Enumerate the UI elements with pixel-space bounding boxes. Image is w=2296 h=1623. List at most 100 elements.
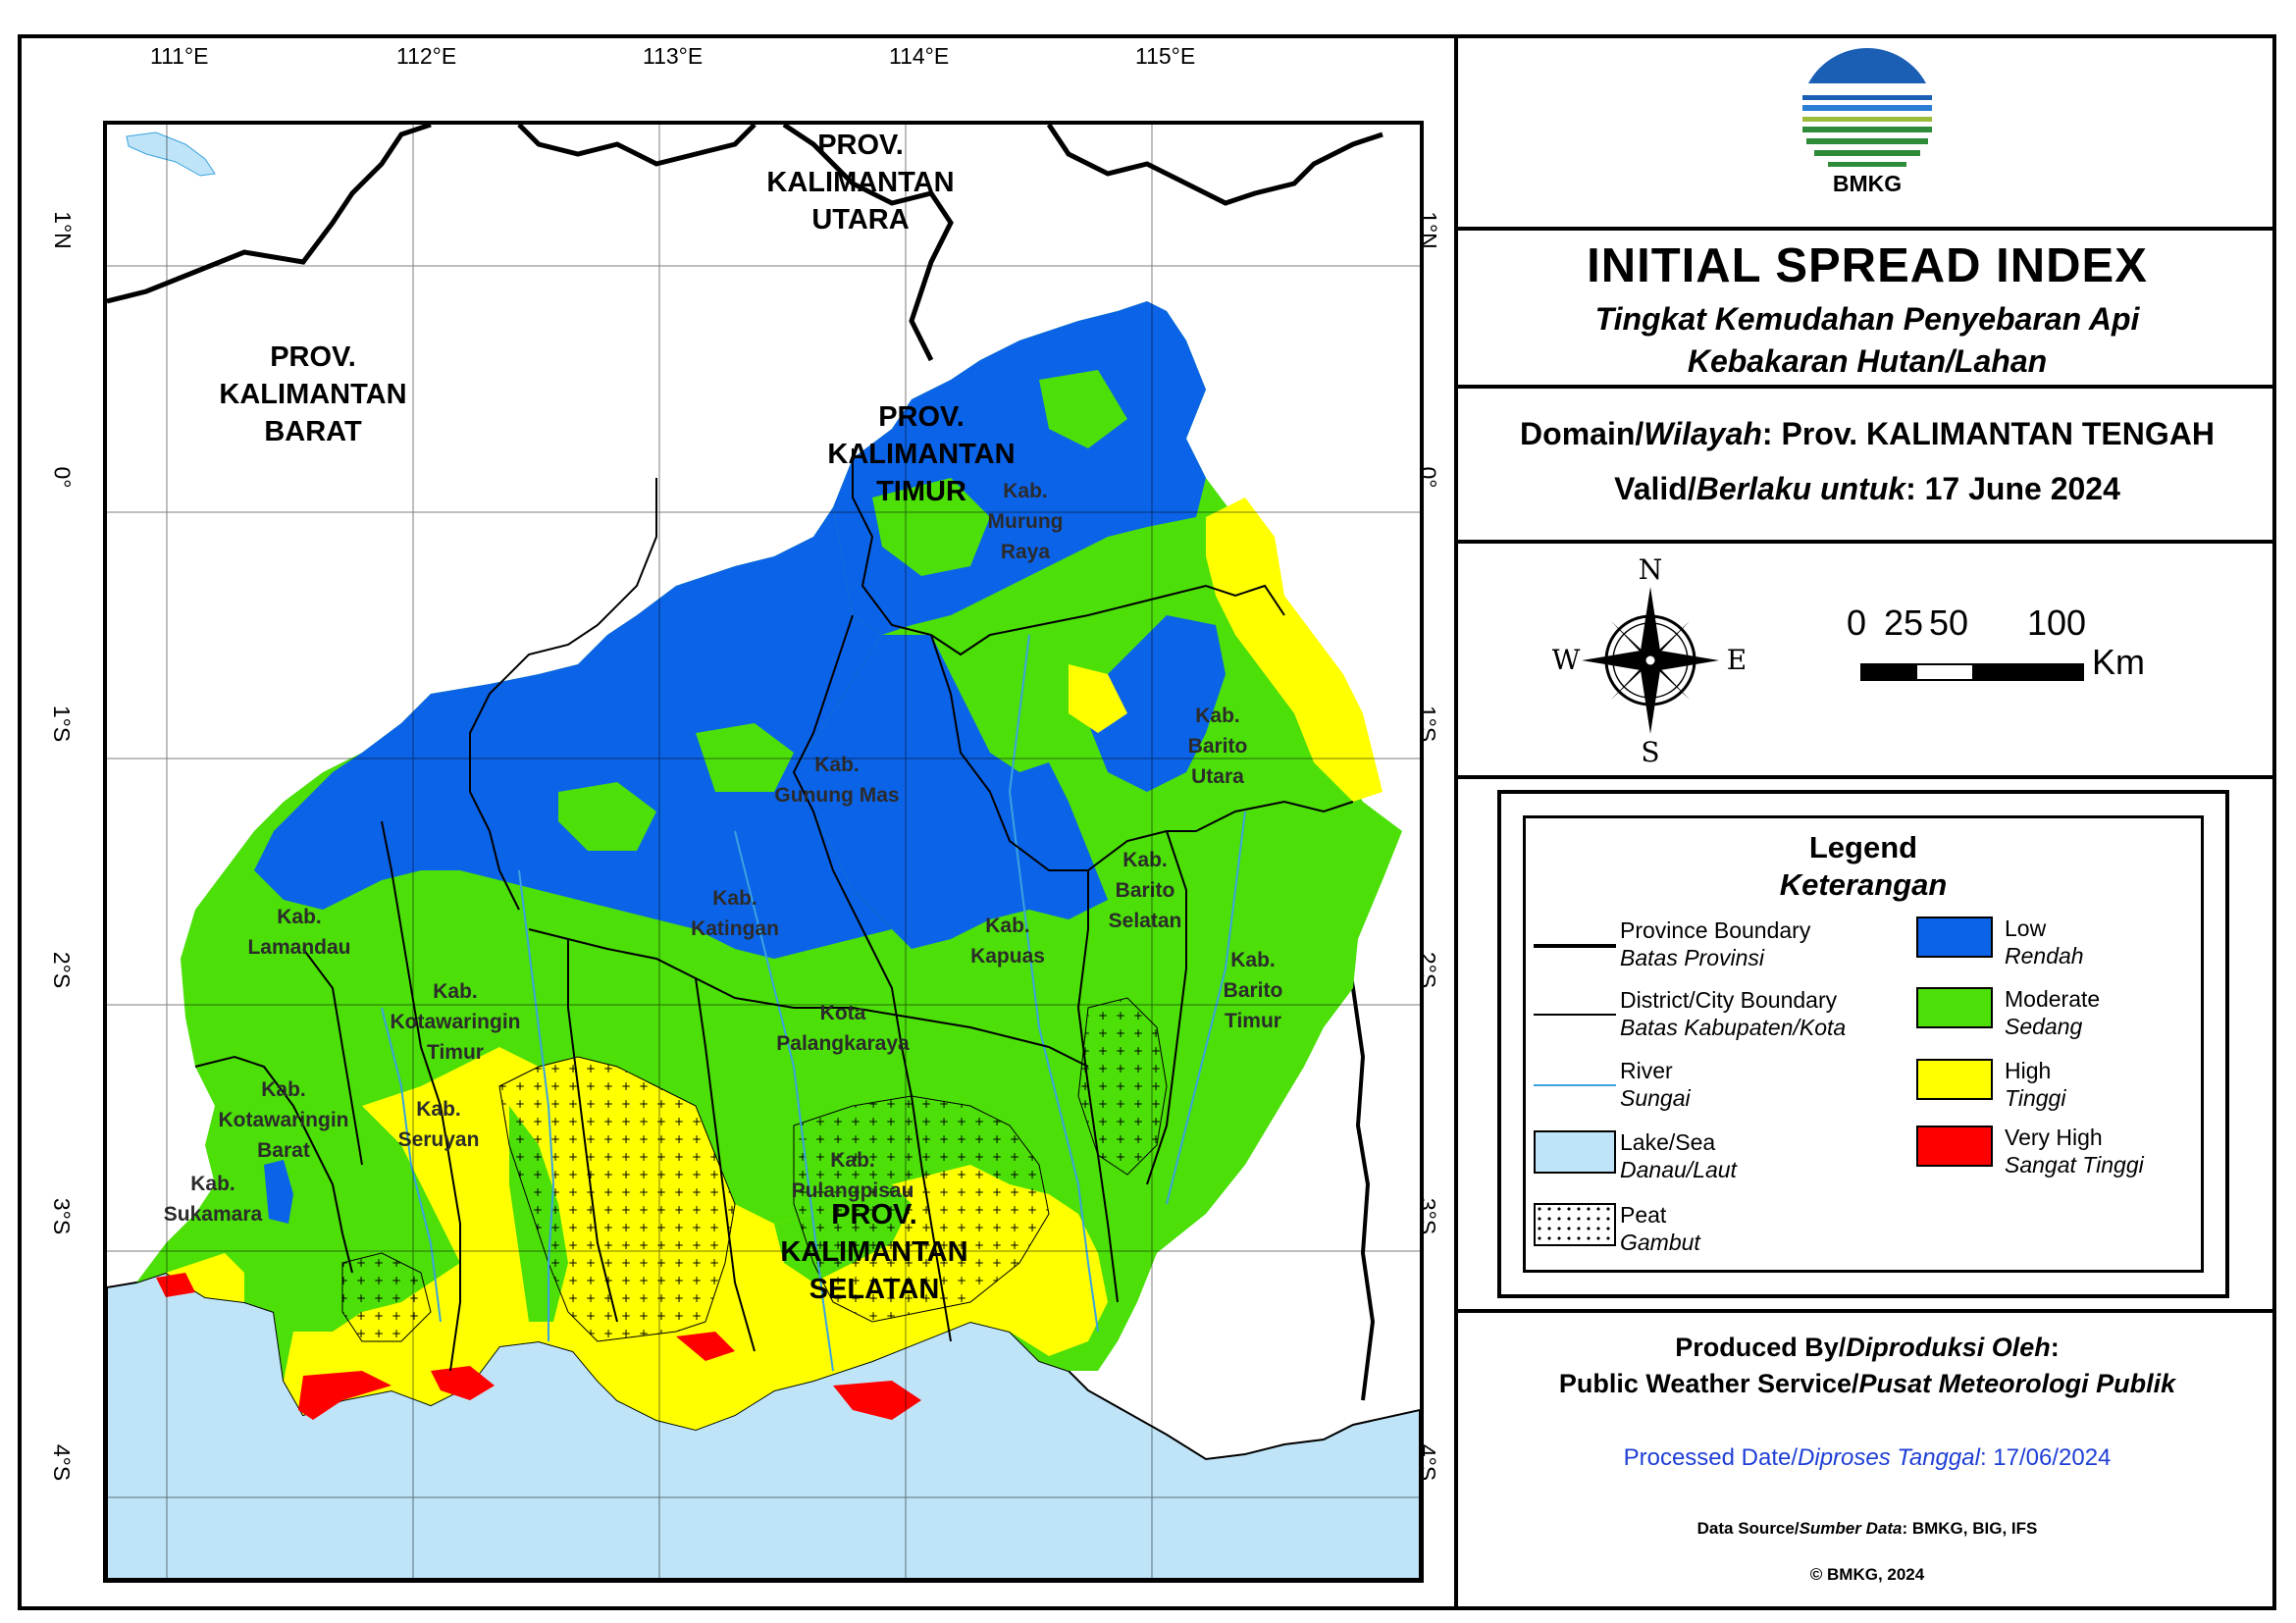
province-boundary xyxy=(782,125,954,362)
domain-label-id: Wilayah xyxy=(1644,416,1762,451)
scale-label: 0 xyxy=(1847,602,1867,643)
copyright: © BMKG, 2024 xyxy=(1809,1565,1925,1584)
district-label: Palangkaraya xyxy=(776,1032,910,1055)
district-label: Utara xyxy=(1191,765,1244,788)
region-moderate xyxy=(872,478,990,576)
compass-w: W xyxy=(1552,644,1581,676)
map-title: INITIAL SPREAD INDEX xyxy=(1587,239,2148,292)
legend-item-low: Low Rendah xyxy=(2005,916,2084,969)
legend-inner: Legend Keterangan Province Boundary Batas… xyxy=(1523,815,2204,1273)
legend-item-lake: Lake/Sea Danau/Laut xyxy=(1620,1129,1737,1182)
legend-item-province: Province Boundary Batas Provinsi xyxy=(1620,917,1811,970)
province-label-timur-2: KALIMANTAN xyxy=(827,439,1015,470)
legend-item-river: River Sungai xyxy=(1620,1058,1691,1111)
lon-tick-top: 112°E xyxy=(396,43,457,69)
district-boundaries xyxy=(194,448,1354,1372)
district-label: Kab. xyxy=(1230,949,1276,971)
compass-scale-section: N S W E 0 25 50 100 Km xyxy=(1458,544,2276,779)
district-label: Kab. xyxy=(830,1149,875,1172)
district-label: Murung xyxy=(988,510,1064,533)
legend-item-moderate: Moderate Sedang xyxy=(2005,986,2101,1039)
district-label: Kab. xyxy=(277,906,322,928)
region-moderate xyxy=(313,1184,391,1302)
district-label: Barat xyxy=(257,1139,310,1162)
province-label-timur-3: TIMUR xyxy=(876,476,966,507)
scale-label: 50 xyxy=(1929,602,1969,643)
lake-swatch xyxy=(1534,1130,1616,1174)
scale-bar: 0 25 50 100 Km xyxy=(1847,602,2174,710)
map-svg: + xyxy=(107,125,1420,1579)
lon-tick-top: 111°E xyxy=(150,43,209,69)
region-low xyxy=(254,507,892,959)
peat-area xyxy=(1077,997,1168,1176)
region-high xyxy=(1206,497,1383,802)
province-label-selatan-1: PROV. xyxy=(831,1199,917,1230)
district-label: Kab. xyxy=(814,754,860,776)
district-label: Kapuas xyxy=(970,945,1045,968)
region-low xyxy=(264,1160,293,1224)
bmkg-logo: BMKG xyxy=(1800,47,1935,191)
district-label: Kota xyxy=(820,1002,866,1024)
valid-line: Valid/Berlaku untuk: 17 June 2024 xyxy=(1458,471,2276,507)
river-symbol xyxy=(1534,1084,1616,1086)
province-label-barat-2: KALIMANTAN xyxy=(219,379,406,410)
region-low xyxy=(1088,615,1226,792)
district-label: Timur xyxy=(1225,1010,1281,1032)
district-label: Kab. xyxy=(1122,849,1168,871)
river xyxy=(1166,811,1246,1205)
district-label: Kotawaringin xyxy=(218,1109,348,1131)
district-label: Barito xyxy=(1116,879,1175,902)
province-label-utara-1: PROV. xyxy=(817,130,904,161)
title-section: INITIAL SPREAD INDEX Tingkat Kemudahan P… xyxy=(1458,231,2276,389)
legend-box: Legend Keterangan Province Boundary Batas… xyxy=(1497,790,2229,1298)
valid-label-en: Valid/ xyxy=(1614,471,1696,506)
river xyxy=(1008,634,1099,1333)
domain-section: Domain/Wilayah: Prov. KALIMANTAN TENGAH … xyxy=(1458,389,2276,544)
province-label-utara-2: KALIMANTAN xyxy=(766,167,954,198)
map-canvas[interactable]: + xyxy=(103,121,1424,1583)
north-arrow-icon: N S W E xyxy=(1552,557,1747,763)
region-moderate xyxy=(696,723,794,792)
province-label-selatan-2: KALIMANTAN xyxy=(780,1236,967,1268)
lon-tick-top: 114°E xyxy=(889,43,950,69)
legend-item-high: High Tinggi xyxy=(2005,1058,2066,1111)
district-boundary-symbol xyxy=(1534,1014,1616,1016)
province-boundary xyxy=(517,125,757,167)
district-label: Kab. xyxy=(261,1078,306,1101)
compass-s: S xyxy=(1641,736,1659,763)
side-panel: BMKG INITIAL SPREAD INDEX Tingkat Kemuda… xyxy=(1458,34,2276,1610)
lat-tick-left: 4°S xyxy=(49,1443,76,1482)
logo-text: BMKG xyxy=(1833,171,1902,191)
district-label: Barito xyxy=(1188,735,1248,758)
legend-item-peat: Peat Gambut xyxy=(1620,1202,1700,1255)
service-name: Public Weather Service/Pusat Meteorologi… xyxy=(1558,1369,2176,1398)
province-label-barat-3: BARAT xyxy=(264,416,362,447)
region-low xyxy=(794,635,1108,949)
peat-area xyxy=(498,1056,736,1342)
province-label-barat-1: PROV. xyxy=(270,341,356,373)
compass-n: N xyxy=(1639,557,1663,586)
district-label: Kab. xyxy=(416,1098,461,1121)
province-labels: PROV. KALIMANTAN BARAT PROV. KALIMANTAN … xyxy=(219,130,1015,1305)
river xyxy=(518,869,555,1341)
produced-by: Produced By/Diproduksi Oleh: xyxy=(1675,1333,2060,1362)
outer-frame xyxy=(18,34,2276,1610)
lat-tick-left: 0° xyxy=(49,466,76,489)
district-label: Kab. xyxy=(190,1173,235,1195)
district-label: Kab. xyxy=(1195,705,1240,727)
scale-unit: Km xyxy=(2092,642,2145,682)
very-high-swatch xyxy=(1916,1126,1993,1167)
domain-value: : Prov. KALIMANTAN TENGAH xyxy=(1761,416,2215,451)
region-very-high xyxy=(298,1371,391,1420)
region-high xyxy=(166,1253,244,1302)
district-label: Seruyan xyxy=(398,1128,480,1151)
lat-tick-left: 1°S xyxy=(49,705,76,743)
district-label: Kab. xyxy=(985,915,1030,937)
legend-title: Legend xyxy=(1808,830,1918,864)
lon-tick-top: 115°E xyxy=(1135,43,1196,69)
district-label: Barito xyxy=(1224,979,1283,1002)
valid-label-id: Berlaku untuk xyxy=(1696,471,1906,506)
province-label-timur-1: PROV. xyxy=(878,401,965,433)
district-label: Lamandau xyxy=(247,936,350,959)
province-label-selatan-3: SELATAN xyxy=(809,1274,940,1305)
